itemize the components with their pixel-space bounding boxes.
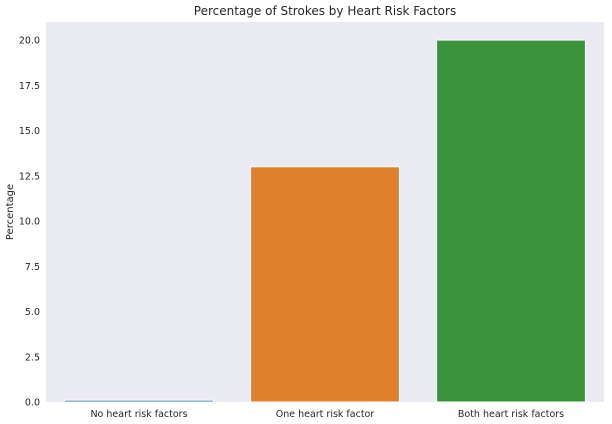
y-tick-label: 10.0 [19,217,40,228]
x-axis-ticks: No heart risk factors One heart risk fact… [90,409,564,420]
y-tick-label: 5.0 [25,307,40,318]
y-axis-ticks: 0.0 2.5 5.0 7.5 10.0 12.5 15.0 17.5 20.0 [19,36,40,409]
x-tick-label: No heart risk factors [90,409,187,420]
bar [436,39,586,403]
y-tick-label: 15.0 [19,126,40,137]
x-tick-label: One heart risk factor [276,409,375,420]
chart-title: Percentage of Strokes by Heart Risk Fact… [194,4,456,18]
x-tick-label: Both heart risk factors [458,409,564,420]
y-tick-label: 20.0 [19,36,40,47]
bar [64,399,214,403]
bars-group [64,39,586,403]
y-tick-label: 0.0 [25,398,40,409]
y-tick-label: 7.5 [25,262,40,273]
bar [250,166,400,403]
y-tick-label: 2.5 [25,352,40,363]
y-tick-label: 12.5 [19,171,40,182]
y-axis-label: Percentage [5,184,16,240]
y-tick-label: 17.5 [19,81,40,92]
